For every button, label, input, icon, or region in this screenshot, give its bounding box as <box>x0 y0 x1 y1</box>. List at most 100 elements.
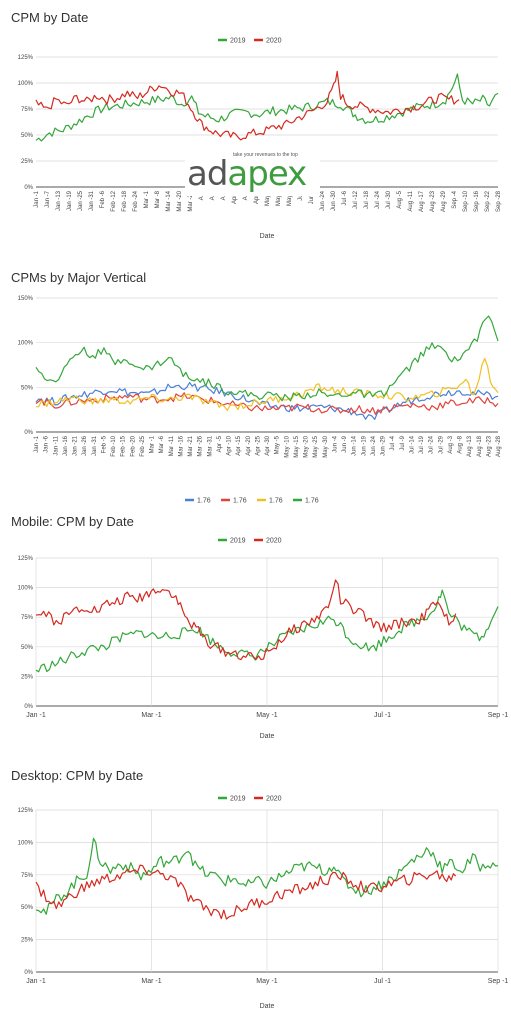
x-tick-label: Feb -15 <box>121 435 127 456</box>
y-tick-label: 50% <box>21 905 34 911</box>
x-tick-label: Jul -14 <box>409 435 415 454</box>
x-tick-label: Aug -11 <box>408 190 414 211</box>
legend-label: 1.76 <box>269 498 283 504</box>
legend-label: 2020 <box>266 796 282 803</box>
x-tick-label: Jul -29 <box>438 435 444 454</box>
series-line-1 <box>35 864 457 920</box>
x-tick-label: Mar -14 <box>166 190 172 211</box>
x-tick-label: Mar -1 <box>144 190 150 208</box>
chart-canvas: 0% 25% 50% 75% 100% 125% Jan -1 Mar -1 May -1 Jul… <box>18 538 509 741</box>
chart-title: Desktop: CPM by Date <box>11 768 144 783</box>
x-tick-label: Jun -24 <box>371 435 377 456</box>
chart-canvas: 0% 25% 50% 75% 100% 125% Jan -1 Jan -7 Jan -13 Ja… <box>18 38 502 241</box>
x-tick-label: Jul -6 <box>342 190 348 205</box>
y-tick-label: 150% <box>18 296 34 302</box>
y-tick-label: 50% <box>21 133 34 139</box>
x-tick-label: Feb -5 <box>101 435 107 453</box>
x-tick-label: Jan -26 <box>82 435 88 456</box>
y-tick-label: 25% <box>21 938 34 944</box>
x-tick-label: Jul -19 <box>419 435 425 454</box>
y-tick-label: 75% <box>21 873 34 879</box>
chart-panel-cpms-by-vertical: CPMs by Major Vertical 0% 50% 100% 150% Jan … <box>0 258 511 503</box>
chart-canvas: 0% 25% 50% 75% 100% 125% Jan -1 Mar -1 May -1 Jul… <box>18 796 509 1011</box>
x-tick-label: Sep -16 <box>474 190 480 212</box>
x-tick-label: Jan -31 <box>89 190 95 211</box>
y-tick-label: 100% <box>18 840 34 846</box>
y-tick-label: 0% <box>24 704 33 710</box>
x-tick-label: Jan -31 <box>92 435 98 456</box>
x-tick-label: Aug -18 <box>477 435 483 457</box>
x-tick-label: Mar -26 <box>198 435 204 456</box>
x-tick-label: Mar -1 <box>141 712 161 719</box>
chart-panel-cpm-by-date: CPM by Date 0% 25% 50% 75% 100% 125% Jan -1 Jan… <box>0 0 511 255</box>
x-tick-label: Feb -25 <box>140 435 146 456</box>
x-tick-label: Sep -28 <box>496 190 502 212</box>
series-line-3 <box>35 315 499 402</box>
series-line-1 <box>35 392 499 415</box>
x-tick-label: Feb -18 <box>122 190 128 211</box>
x-tick-label: May -1 <box>256 712 278 719</box>
x-axis-label: Date <box>260 1003 275 1010</box>
x-tick-label: Aug -23 <box>486 435 492 457</box>
x-tick-label: May -25 <box>313 435 319 457</box>
x-tick-label: Jul -1 <box>374 712 391 719</box>
series-line-0 <box>35 837 499 915</box>
x-tick-label: Jan -19 <box>67 190 73 211</box>
y-tick-label: 100% <box>18 586 34 592</box>
x-tick-label: Jan -1 <box>26 978 46 985</box>
x-tick-label: Sep -22 <box>485 190 491 212</box>
x-tick-label: Jan -13 <box>56 190 62 211</box>
y-tick-label: 100% <box>18 81 34 87</box>
x-tick-label: Apr -15 <box>236 435 242 455</box>
x-tick-label: Mar -31 <box>207 435 213 456</box>
x-tick-label: Jun -14 <box>352 435 358 456</box>
x-tick-label: Aug -28 <box>496 435 502 457</box>
x-tick-label: May -20 <box>304 435 310 457</box>
x-tick-label: Feb -12 <box>111 190 117 211</box>
x-tick-label: Apr -5 <box>217 435 223 452</box>
legend-label: 1.76 <box>305 498 319 504</box>
series-line-1 <box>35 70 460 141</box>
x-tick-label: Mar -16 <box>178 435 184 456</box>
x-tick-label: Jul -18 <box>364 190 370 209</box>
legend-label: 1.76 <box>197 498 211 504</box>
x-tick-label: Apr - <box>254 191 260 204</box>
x-tick-label: Jan -16 <box>63 435 69 456</box>
legend-label: 2019 <box>230 796 246 803</box>
x-axis-label: Date <box>260 233 275 240</box>
x-tick-label: Aug -17 <box>419 190 425 212</box>
series-line-1 <box>35 579 457 661</box>
chart-panel-desktop-cpm: Desktop: CPM by Date 0% 25% 50% 75% 100% 125%… <box>0 760 511 1024</box>
x-tick-label: Mar -11 <box>169 435 175 456</box>
y-tick-label: 25% <box>21 674 34 680</box>
y-tick-label: 0% <box>24 185 33 191</box>
x-tick-label: Jul -24 <box>375 190 381 209</box>
y-tick-label: 50% <box>21 385 34 391</box>
x-tick-label: Mar -1 <box>150 435 156 453</box>
y-tick-label: 75% <box>21 615 34 621</box>
x-tick-label: Jul -1 <box>374 978 391 985</box>
chart-title: CPMs by Major Vertical <box>11 270 147 285</box>
chart-panel-mobile-cpm: Mobile: CPM by Date 0% 25% 50% 75% 100% 125% J… <box>0 506 511 754</box>
logo-wordmark: adapex <box>187 154 307 194</box>
x-tick-label: Mar -1 <box>141 978 161 985</box>
x-tick-label: Jan -7 <box>45 190 51 207</box>
x-tick-label: Jul -4 <box>390 435 396 450</box>
legend-label: 2019 <box>230 38 246 45</box>
series-line-0 <box>35 589 499 673</box>
x-tick-label: Mar -20 <box>177 190 183 211</box>
x-tick-label: Jun -19 <box>361 435 367 456</box>
x-tick-label: Jun -24 <box>320 190 326 211</box>
series-line-0 <box>35 73 499 142</box>
chart-title: Mobile: CPM by Date <box>11 514 134 529</box>
x-tick-label: Feb -6 <box>100 190 106 208</box>
x-tick-label: May -1 <box>256 978 278 985</box>
x-tick-label: Sep -4 <box>452 190 458 208</box>
x-tick-label: Apr -20 <box>246 435 252 455</box>
x-tick-label: Jul -30 <box>386 190 392 209</box>
x-tick-label: Sep -10 <box>463 190 469 212</box>
adapex-logo: take your revenues to the top adapex <box>185 150 320 196</box>
x-tick-label: Jun -4 <box>332 435 338 452</box>
x-tick-label: May -5 <box>275 435 281 454</box>
x-axis-label: Date <box>260 733 275 740</box>
